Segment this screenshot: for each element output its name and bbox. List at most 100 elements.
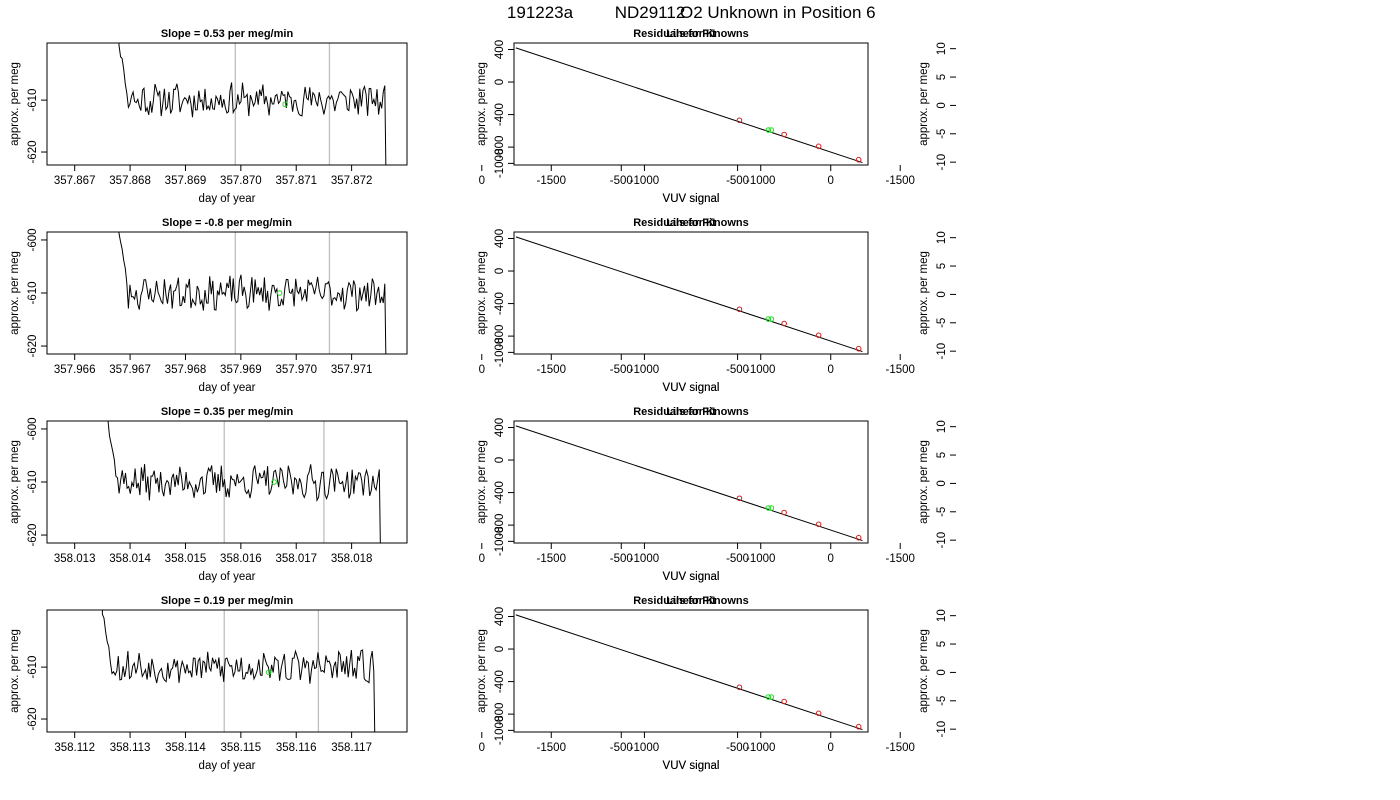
known-point-1 — [736, 117, 743, 124]
y-tick-label: 400 — [494, 607, 506, 626]
figure-title-run: 191223a — [507, 3, 574, 22]
y-tick-label: -610 — [27, 656, 39, 679]
y-tick-label: 5 — [936, 74, 948, 80]
x-tick-label: -1000 — [746, 553, 775, 565]
y-tick-label: -5 — [936, 507, 948, 517]
panel-title: Linear Fit — [666, 595, 716, 607]
unknown-point-dup-1 — [768, 694, 775, 700]
y-tick-label: -1000 — [494, 716, 506, 745]
plot-frame — [46, 42, 408, 166]
known-point-2 — [781, 698, 787, 705]
x-tick-label: 357.968 — [165, 364, 207, 376]
x-tick-label: 358.116 — [276, 742, 317, 754]
panel-4-2: Linear Fit-1500 -1000 -500 0-1000-800-40004… — [476, 595, 869, 772]
y-tick-label: 5 — [936, 641, 948, 647]
x-tick-label: 357.969 — [220, 364, 262, 376]
y-tick-label: 10 — [936, 42, 948, 55]
x-axis-label: VUV signal — [663, 193, 720, 205]
figure-title-tank: ND29112 — [615, 3, 686, 22]
y-tick-label: 10 — [936, 420, 948, 433]
y-tick-label: 0 — [936, 480, 948, 486]
plot-area — [118, 43, 387, 165]
plot-area — [101, 610, 376, 732]
residual-point-1 — [616, 677, 621, 682]
x-axis-label: VUV signal — [663, 382, 720, 394]
y-tick-label: -5 — [936, 129, 948, 139]
x-axis-label: day of year — [199, 571, 256, 583]
y-tick-label: -400 — [494, 670, 506, 693]
trace-line — [107, 421, 381, 543]
residual-point-3 — [549, 103, 554, 108]
x-tick-label: -1500 — [537, 742, 566, 754]
residual-point-3 — [549, 483, 554, 488]
fit-line — [515, 47, 863, 164]
y-tick-label: -400 — [494, 103, 506, 126]
panel-title: Linear Fit — [666, 406, 716, 418]
known-point-4 — [855, 156, 862, 163]
x-tick-label: 0 — [479, 175, 485, 187]
x-tick-label: 357.871 — [275, 175, 317, 187]
plot-area — [438, 93, 621, 116]
known-point-1 — [736, 306, 743, 313]
x-tick-label: -1500 — [537, 175, 566, 187]
panel-title: Residuals for Knowns — [633, 595, 749, 607]
x-tick-label: 357.971 — [331, 364, 373, 376]
plot-frame — [513, 42, 869, 166]
panel-1-2: Linear Fit-1500 -1000 -500 0-1000-800-40004… — [476, 28, 869, 205]
panel-title: Slope = -0.8 per meg/min — [162, 217, 292, 229]
x-tick-label: 358.117 — [331, 742, 372, 754]
y-tick-label: 10 — [936, 609, 948, 622]
residual-point-2 — [573, 93, 578, 98]
x-axis-label: VUV signal — [663, 760, 720, 772]
plot-area — [107, 421, 381, 543]
y-tick-label: -610 — [27, 281, 39, 304]
residual-point-2 — [573, 666, 578, 671]
x-tick-label: 358.015 — [165, 553, 207, 565]
x-tick-label: 358.013 — [54, 553, 96, 565]
trace-line — [118, 232, 387, 354]
x-tick-label: -1500 — [537, 553, 566, 565]
y-axis-label: approx. per meg — [918, 440, 930, 524]
panel-title: Linear Fit — [666, 217, 716, 229]
known-point-4 — [855, 534, 862, 541]
y-tick-label: -400 — [494, 481, 506, 504]
y-tick-label: -610 — [27, 470, 39, 493]
y-axis-label: approx. per meg — [9, 629, 21, 713]
unknown-point-1 — [765, 505, 772, 511]
residual-point-1 — [616, 111, 621, 116]
y-tick-label: -600 — [27, 417, 39, 440]
x-tick-label: -1500 — [885, 364, 914, 376]
panel-4-3: Residuals for Knowns-1500-1000-5000-10-5… — [479, 595, 956, 772]
x-tick-label: 358.115 — [220, 742, 261, 754]
plot-area — [438, 279, 621, 306]
y-tick-label: 0 — [494, 79, 506, 85]
x-tick-label: 357.872 — [331, 175, 373, 187]
x-tick-label: 0 — [828, 175, 834, 187]
x-tick-label: -500 — [610, 175, 633, 187]
fit-line — [515, 425, 863, 542]
figure-title-desc: O2 Unknown in Position 6 — [680, 3, 876, 22]
panel-title: Linear Fit — [666, 28, 716, 40]
known-point-2 — [781, 509, 787, 516]
panel-3-3: Residuals for Knowns-1500-1000-5000-10-5… — [479, 406, 956, 583]
y-tick-label: 400 — [494, 418, 506, 437]
y-tick-label: -10 — [936, 532, 948, 549]
known-point-4 — [855, 345, 862, 352]
y-axis-label: approx. per meg — [918, 251, 930, 335]
x-axis-label: day of year — [199, 193, 256, 205]
x-tick-label: -500 — [610, 742, 633, 754]
x-tick-label: 357.870 — [220, 175, 262, 187]
x-tick-label: 0 — [479, 742, 485, 754]
known-point-3 — [815, 332, 822, 339]
x-axis-label: VUV signal — [663, 382, 720, 394]
y-tick-label: -800 — [494, 514, 506, 537]
y-axis-label: approx. per meg — [9, 440, 21, 524]
unknown-point-1 — [765, 127, 772, 133]
x-axis-label: VUV signal — [663, 193, 720, 205]
residual-point-4 — [498, 659, 503, 664]
panel-title: Residuals for Knowns — [633, 406, 749, 418]
y-tick-label: -620 — [27, 524, 39, 547]
panel-1-3: Residuals for Knowns-1500-1000-5000-10-5… — [438, 28, 956, 205]
y-tick-label: 10 — [936, 231, 948, 244]
x-tick-label: -1500 — [537, 364, 566, 376]
